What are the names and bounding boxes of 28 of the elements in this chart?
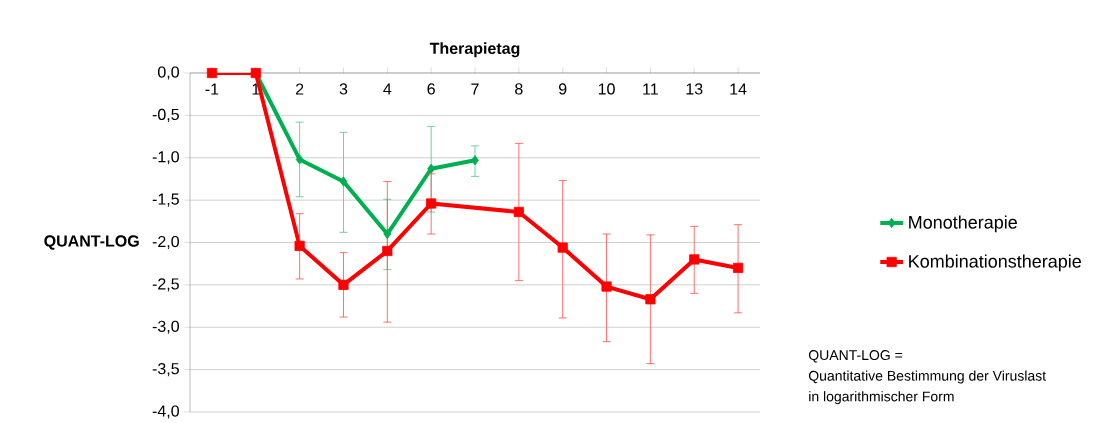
x-tick-label: 7 — [471, 83, 479, 95]
x-tick-label: 8 — [515, 83, 523, 95]
y-tick-label: -2,0 — [152, 235, 179, 250]
text: Quantitative Bestimmung der Viruslast — [808, 370, 1046, 384]
y-tick-label: -3,0 — [152, 320, 179, 334]
y-tick-label: -3,5 — [152, 363, 179, 377]
x-tick-label: 2 — [295, 83, 304, 95]
legend-label: Kombinationstherapie — [909, 254, 1081, 272]
y-tick-label: -4,0 — [152, 405, 179, 419]
x-tick-label: 6 — [427, 83, 435, 95]
text: in logarithmischer Form — [809, 391, 954, 405]
y-tick-label: 0,0 — [158, 66, 179, 80]
x-tick-label: 3 — [339, 83, 348, 95]
x-tick-label: 10 — [598, 83, 615, 95]
y-tick-label: -1,0 — [152, 151, 179, 165]
y-tick-label: -0,5 — [152, 108, 179, 122]
y-tick-label: -1,5 — [152, 193, 179, 207]
y-tick-label: -2,5 — [152, 278, 179, 292]
x-tick-label: 14 — [730, 83, 747, 95]
x-tick-label: 11 — [643, 83, 658, 95]
text: QUANT-LOG = — [808, 350, 903, 363]
x-axis-title: Therapietag — [429, 42, 520, 58]
legend-label: Monotherapie — [909, 215, 1017, 233]
x-tick-label: 9 — [559, 83, 567, 95]
y-axis-title: QUANT-LOG — [44, 235, 139, 250]
x-tick-label: 4 — [383, 83, 392, 95]
x-tick-label: -1 — [205, 83, 219, 95]
x-tick-label: 13 — [686, 83, 703, 95]
